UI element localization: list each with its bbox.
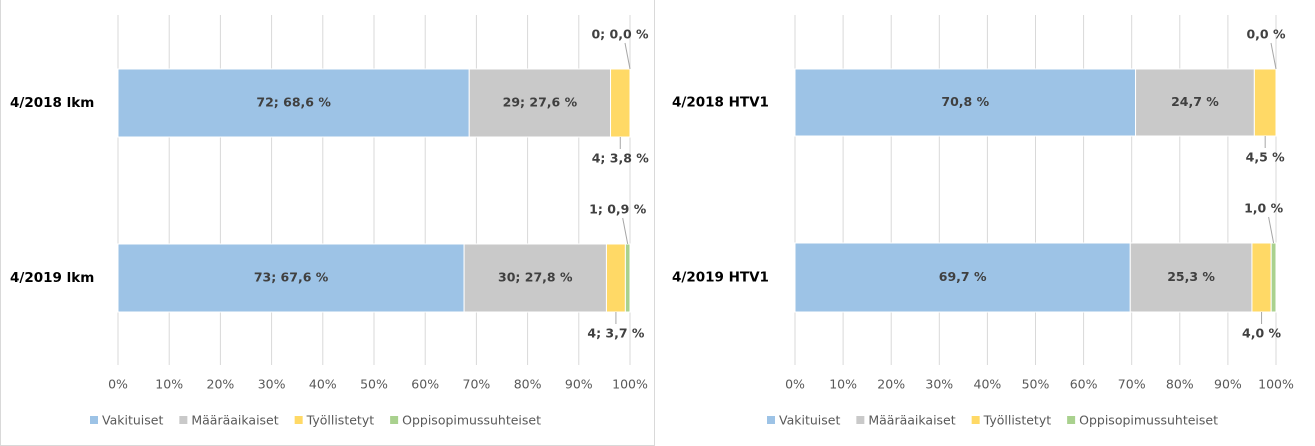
category-label: 4/2018 lkm	[10, 95, 94, 111]
x-tick-label: 10%	[155, 377, 183, 392]
leader-line	[624, 42, 631, 70]
bar-segment	[1129, 242, 1253, 313]
leader-line	[622, 217, 629, 245]
x-tick-label: 20%	[877, 377, 905, 392]
legend-label: Määräaikaiset	[191, 413, 278, 428]
bar-segment	[605, 243, 626, 313]
bar-segment	[1135, 68, 1255, 137]
data-label: 4,0 %	[1242, 326, 1281, 341]
leader-line	[1270, 42, 1277, 70]
data-label: 1; 0,9 %	[589, 202, 647, 217]
x-tick-label: 30%	[925, 377, 953, 392]
legend-label: Työllistetyt	[983, 413, 1052, 428]
data-label: 4; 3,7 %	[587, 326, 645, 341]
bar-segment	[117, 243, 465, 313]
x-tick-label: 80%	[514, 377, 542, 392]
x-tick-label: 100%	[612, 377, 648, 392]
data-label: 30; 27,8 %	[498, 270, 573, 285]
legend-swatch	[294, 416, 303, 424]
x-tick-label: 20%	[207, 377, 235, 392]
data-label: 4; 3,8 %	[592, 151, 650, 166]
x-tick-label: 50%	[1022, 377, 1050, 392]
x-tick-label: 60%	[1070, 377, 1098, 392]
x-tick-label: 50%	[360, 377, 388, 392]
legend-swatch	[856, 416, 865, 424]
bar-segment	[624, 243, 631, 313]
bar-segment	[463, 243, 607, 313]
category-label: 4/2019 HTV1	[672, 270, 769, 286]
x-tick-label: 0%	[785, 377, 805, 392]
legend-label: Vakituiset	[102, 413, 163, 428]
legend-swatch	[971, 416, 980, 424]
x-tick-label: 10%	[829, 377, 857, 392]
bar-segment	[794, 68, 1137, 137]
x-tick-label: 70%	[463, 377, 491, 392]
data-label: 4,5 %	[1246, 150, 1285, 165]
x-tick-label: 40%	[974, 377, 1002, 392]
legend-label: Oppisopimussuhteiset	[402, 413, 541, 428]
data-label: 69,7 %	[939, 269, 987, 284]
data-label: 25,3 %	[1167, 269, 1215, 284]
legend-label: Vakituiset	[779, 413, 840, 428]
legend-swatch	[1067, 416, 1076, 424]
legend-swatch	[90, 416, 98, 424]
data-label: 0,0 %	[1246, 27, 1285, 42]
data-label: 1,0 %	[1244, 201, 1283, 216]
legend-label: Työllistetyt	[306, 413, 375, 428]
category-label: 4/2019 lkm	[10, 270, 94, 286]
legend-label: Oppisopimussuhteiset	[1079, 413, 1218, 428]
x-tick-label: 30%	[258, 377, 286, 392]
data-label: 0; 0,0 %	[591, 27, 649, 42]
data-label: 29; 27,6 %	[503, 95, 578, 110]
x-tick-label: 80%	[1166, 377, 1194, 392]
x-tick-label: 100%	[1258, 377, 1294, 392]
bar-segment	[468, 68, 612, 138]
x-tick-label: 70%	[1118, 377, 1146, 392]
x-tick-label: 90%	[1214, 377, 1242, 392]
data-label: 70,8 %	[941, 94, 989, 109]
data-label: 72; 68,6 %	[256, 95, 331, 110]
bar-segment	[794, 242, 1131, 313]
x-tick-label: 90%	[565, 377, 593, 392]
legend-swatch	[390, 416, 399, 424]
legend-swatch	[179, 416, 188, 424]
x-tick-label: 60%	[411, 377, 439, 392]
bar-segment	[1270, 242, 1277, 313]
legend-swatch	[767, 416, 775, 424]
bar-segment	[610, 68, 631, 138]
bar-segment	[117, 68, 470, 138]
data-label: 24,7 %	[1171, 94, 1219, 109]
leader-line	[1268, 216, 1275, 244]
x-tick-label: 40%	[309, 377, 337, 392]
bar-segment	[1251, 242, 1272, 313]
data-label: 73; 67,6 %	[254, 270, 329, 285]
bar-segment	[1253, 68, 1277, 137]
category-label: 4/2018 HTV1	[672, 95, 769, 111]
x-tick-label: 0%	[108, 377, 128, 392]
legend-label: Määräaikaiset	[868, 413, 955, 428]
